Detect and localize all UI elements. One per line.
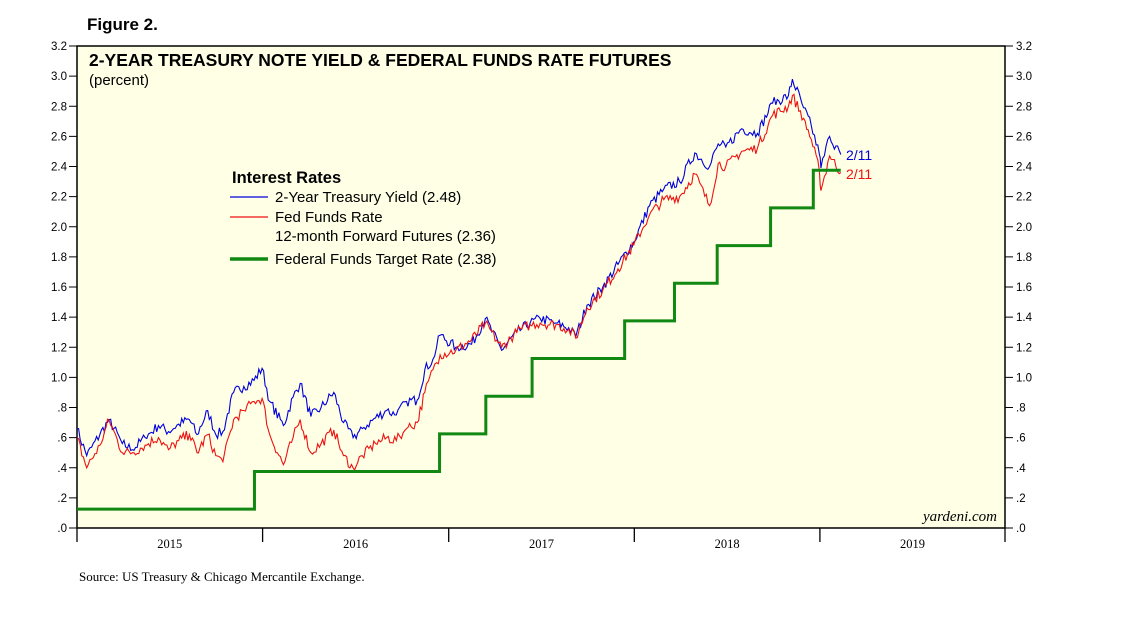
y-tick-label-right: .2 [1016, 493, 1026, 505]
y-tick-label-left: .0 [57, 523, 67, 535]
y-tick-label-right: 1.4 [1016, 312, 1033, 324]
end-label-treasury: 2/11 [846, 147, 872, 163]
y-tick-label-left: 1.8 [51, 252, 67, 264]
y-tick-label-left: .4 [57, 463, 67, 475]
y-tick-label-right: 1.6 [1016, 282, 1032, 294]
x-tick-label: 2015 [157, 537, 182, 551]
y-tick-label-right: 3.0 [1016, 71, 1032, 83]
y-tick-label-left: .8 [57, 403, 67, 415]
y-tick-label-left: 1.4 [51, 312, 68, 324]
x-tick-label: 2016 [343, 537, 368, 551]
chart-subtitle: (percent) [89, 72, 149, 89]
y-tick-label-right: 2.6 [1016, 131, 1032, 143]
legend: Interest Rates 2-Year Treasury Yield (2.… [230, 169, 497, 268]
series-line-target [77, 168, 841, 511]
y-tick-label-left: 3.0 [51, 71, 67, 83]
y-tick-label-left: 2.8 [51, 101, 67, 113]
y-tick-label-right: .8 [1016, 403, 1026, 415]
y-tick-label-right: 1.2 [1016, 342, 1032, 354]
y-tick-label-right: 1.0 [1016, 372, 1032, 384]
y-tick-label-left: 2.2 [51, 192, 67, 204]
y-tick-label-left: 2.0 [51, 222, 67, 234]
legend-title: Interest Rates [232, 169, 341, 187]
y-tick-label-right: 2.2 [1016, 192, 1032, 204]
x-tick-label: 2018 [715, 537, 740, 551]
watermark: yardeni.com [921, 509, 997, 525]
legend-label-futures-1: Fed Funds Rate [275, 209, 383, 226]
y-tick-label-right: 1.8 [1016, 252, 1032, 264]
series-line-treasury [76, 78, 842, 458]
y-tick-label-left: .6 [57, 433, 67, 445]
source-note: Source: US Treasury & Chicago Mercantile… [79, 569, 365, 584]
y-tick-label-right: .6 [1016, 433, 1026, 445]
y-tick-label-left: 2.6 [51, 131, 67, 143]
legend-label-target: Federal Funds Target Rate (2.38) [275, 251, 497, 268]
y-tick-label-right: 2.0 [1016, 222, 1032, 234]
legend-label-futures-2: 12-month Forward Futures (2.36) [275, 228, 496, 245]
y-tick-label-left: 1.6 [51, 282, 67, 294]
x-tick-label: 2017 [529, 537, 554, 551]
chart-title: 2-YEAR TREASURY NOTE YIELD & FEDERAL FUN… [89, 50, 671, 70]
y-tick-label-right: 2.4 [1016, 162, 1033, 174]
y-tick-label-right: .0 [1016, 523, 1026, 535]
series-line-futures [76, 93, 842, 472]
figure-label: Figure 2. [87, 15, 158, 34]
y-tick-label-right: 3.2 [1016, 41, 1032, 53]
y-tick-label-left: 3.2 [51, 41, 67, 53]
y-tick-label-left: 1.0 [51, 372, 67, 384]
y-tick-label-left: 1.2 [51, 342, 67, 354]
x-tick-label: 2019 [900, 537, 925, 551]
y-tick-label-right: .4 [1016, 463, 1026, 475]
y-tick-label-left: .2 [57, 493, 67, 505]
y-tick-label-left: 2.4 [51, 162, 68, 174]
end-label-futures: 2/11 [846, 166, 872, 182]
y-tick-label-right: 2.8 [1016, 101, 1032, 113]
legend-label-treasury: 2-Year Treasury Yield (2.48) [275, 189, 461, 206]
